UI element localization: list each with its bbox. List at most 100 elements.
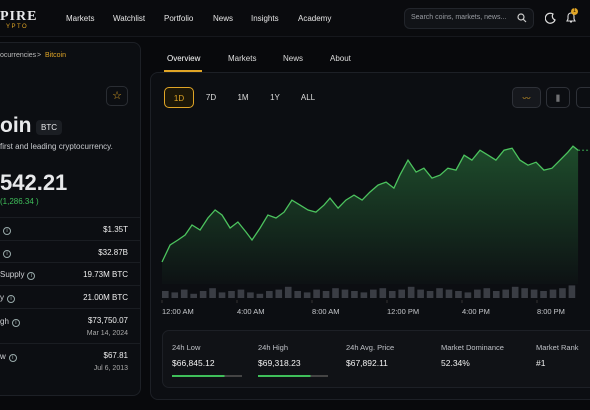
- tab[interactable]: News: [283, 54, 304, 63]
- x-tick-label: 4:00 PM: [462, 307, 490, 316]
- coin-name: oin: [0, 114, 32, 137]
- volume-bar: [360, 292, 368, 298]
- tab[interactable]: Overview: [167, 54, 201, 63]
- volume-bar: [398, 289, 406, 298]
- stat-label: 24h Avg. Price: [346, 343, 395, 352]
- stat-row: i $1.35T: [0, 217, 140, 239]
- watch-button[interactable]: ☆: [106, 86, 128, 106]
- breadcrumb-current: Bitcoin: [45, 52, 67, 59]
- stat-row: y i 21.00M BTC: [0, 285, 140, 307]
- volume-bar: [171, 292, 179, 298]
- stat-label: 24h High: [258, 343, 289, 352]
- stat-row: Supply i 19.73M BTC: [0, 262, 140, 284]
- price-chart: 12:00 AM 4:00 AM 8:00 AM 12:00 PM 4:00 PM 8:0…: [161, 145, 590, 316]
- volume-bar: [464, 292, 472, 298]
- volume-bar: [540, 291, 547, 298]
- volume-bar: [511, 286, 519, 298]
- range-slider: [172, 375, 242, 377]
- volume-bar: [426, 291, 434, 298]
- volume-bar: [341, 289, 349, 298]
- price-change: (1,286.34 ): [0, 197, 39, 206]
- stat-row: w i $67.81 Jul 6, 2013: [0, 343, 140, 378]
- volume-bar: [445, 289, 453, 298]
- range-button[interactable]: 7D: [205, 93, 217, 102]
- tab-underline: [164, 70, 202, 72]
- volume-bar: [388, 291, 396, 298]
- volume-bar: [162, 291, 169, 298]
- stat-label: Market Dominance: [441, 343, 504, 352]
- logo[interactable]: PIRE: [0, 9, 38, 24]
- coin-price: 542.21: [0, 170, 68, 195]
- volume-bar: [474, 289, 481, 298]
- tab[interactable]: About: [330, 54, 351, 63]
- search-icon: [517, 13, 527, 23]
- volume-bar: [256, 293, 264, 298]
- nav-link[interactable]: Insights: [251, 14, 279, 23]
- stat-value: $67.81: [103, 351, 128, 360]
- stat-label: y: [0, 293, 4, 302]
- stat-label: 24h Low: [172, 343, 201, 352]
- stat-row: gh i $73,750.07 Mar 14, 2024: [0, 308, 140, 343]
- volume-bar: [180, 289, 188, 298]
- stat-date: Mar 14, 2024: [86, 330, 128, 337]
- nav-link[interactable]: News: [213, 14, 234, 23]
- stat-value: $66,845.12: [172, 358, 215, 368]
- stat-value: $73,750.07: [87, 316, 128, 325]
- volume-bar: [322, 291, 330, 298]
- stat-label: w: [0, 352, 6, 361]
- volume-bar: [294, 291, 302, 298]
- settings-button[interactable]: [576, 87, 590, 108]
- volume-bar: [407, 286, 415, 298]
- stats-bar: [162, 330, 590, 388]
- volume-bar: [502, 289, 510, 298]
- x-tick-label: 8:00 AM: [312, 307, 340, 316]
- x-tick-label: 8:00 PM: [537, 307, 565, 316]
- stat-value: $32.87B: [98, 248, 128, 257]
- volume-bar: [436, 288, 443, 298]
- volume-bar: [455, 291, 462, 298]
- stat-value: $1.35T: [103, 225, 128, 234]
- nav-link[interactable]: Watchlist: [113, 14, 146, 23]
- volume-bar: [568, 285, 576, 298]
- volume-bar: [521, 288, 528, 298]
- candle-view-button[interactable]: ⫼: [546, 87, 570, 108]
- x-tick-label: 4:00 AM: [237, 307, 265, 316]
- logo-sub: YPTO: [6, 24, 29, 30]
- search-box[interactable]: [404, 8, 534, 29]
- stat-value: 19.73M BTC: [83, 270, 128, 279]
- volume-bar: [332, 288, 339, 298]
- tab[interactable]: Markets: [228, 54, 257, 63]
- volume-bar: [549, 289, 557, 298]
- stat-date: Jul 6, 2013: [93, 365, 128, 372]
- price-line: [161, 145, 579, 263]
- volume-bar: [417, 289, 424, 298]
- volume-bar: [247, 292, 254, 298]
- x-tick-label: 12:00 AM: [162, 307, 194, 316]
- breadcrumb-parent[interactable]: ocurrencies: [0, 52, 37, 59]
- stat-label: gh: [0, 317, 9, 326]
- line-view-button[interactable]: 〰: [512, 87, 541, 108]
- nav-link[interactable]: Academy: [298, 14, 332, 23]
- coin-symbol: BTC: [36, 120, 62, 135]
- range-button[interactable]: 1D: [164, 87, 194, 108]
- volume-bar: [483, 288, 491, 298]
- coin-panel: [0, 42, 141, 396]
- nav-link[interactable]: Markets: [66, 14, 95, 23]
- volume-bar: [228, 291, 235, 298]
- volume-bar: [209, 288, 216, 298]
- volume-bar: [492, 291, 500, 298]
- search-placeholder: Search coins, markets, news...: [411, 14, 507, 21]
- range-button[interactable]: 1M: [237, 93, 249, 102]
- volume-bar: [284, 286, 292, 298]
- x-tick-label: 12:00 PM: [387, 307, 419, 316]
- area-fill: [162, 146, 579, 284]
- stat-row: i $32.87B: [0, 240, 140, 262]
- stat-label: Supply: [0, 270, 25, 279]
- range-button[interactable]: ALL: [300, 93, 316, 102]
- theme-toggle[interactable]: [545, 12, 557, 24]
- range-button[interactable]: 1Y: [270, 93, 280, 102]
- volume-bar: [266, 291, 273, 298]
- nav-link[interactable]: Portfolio: [164, 14, 194, 23]
- stat-label: Market Rank: [536, 343, 579, 352]
